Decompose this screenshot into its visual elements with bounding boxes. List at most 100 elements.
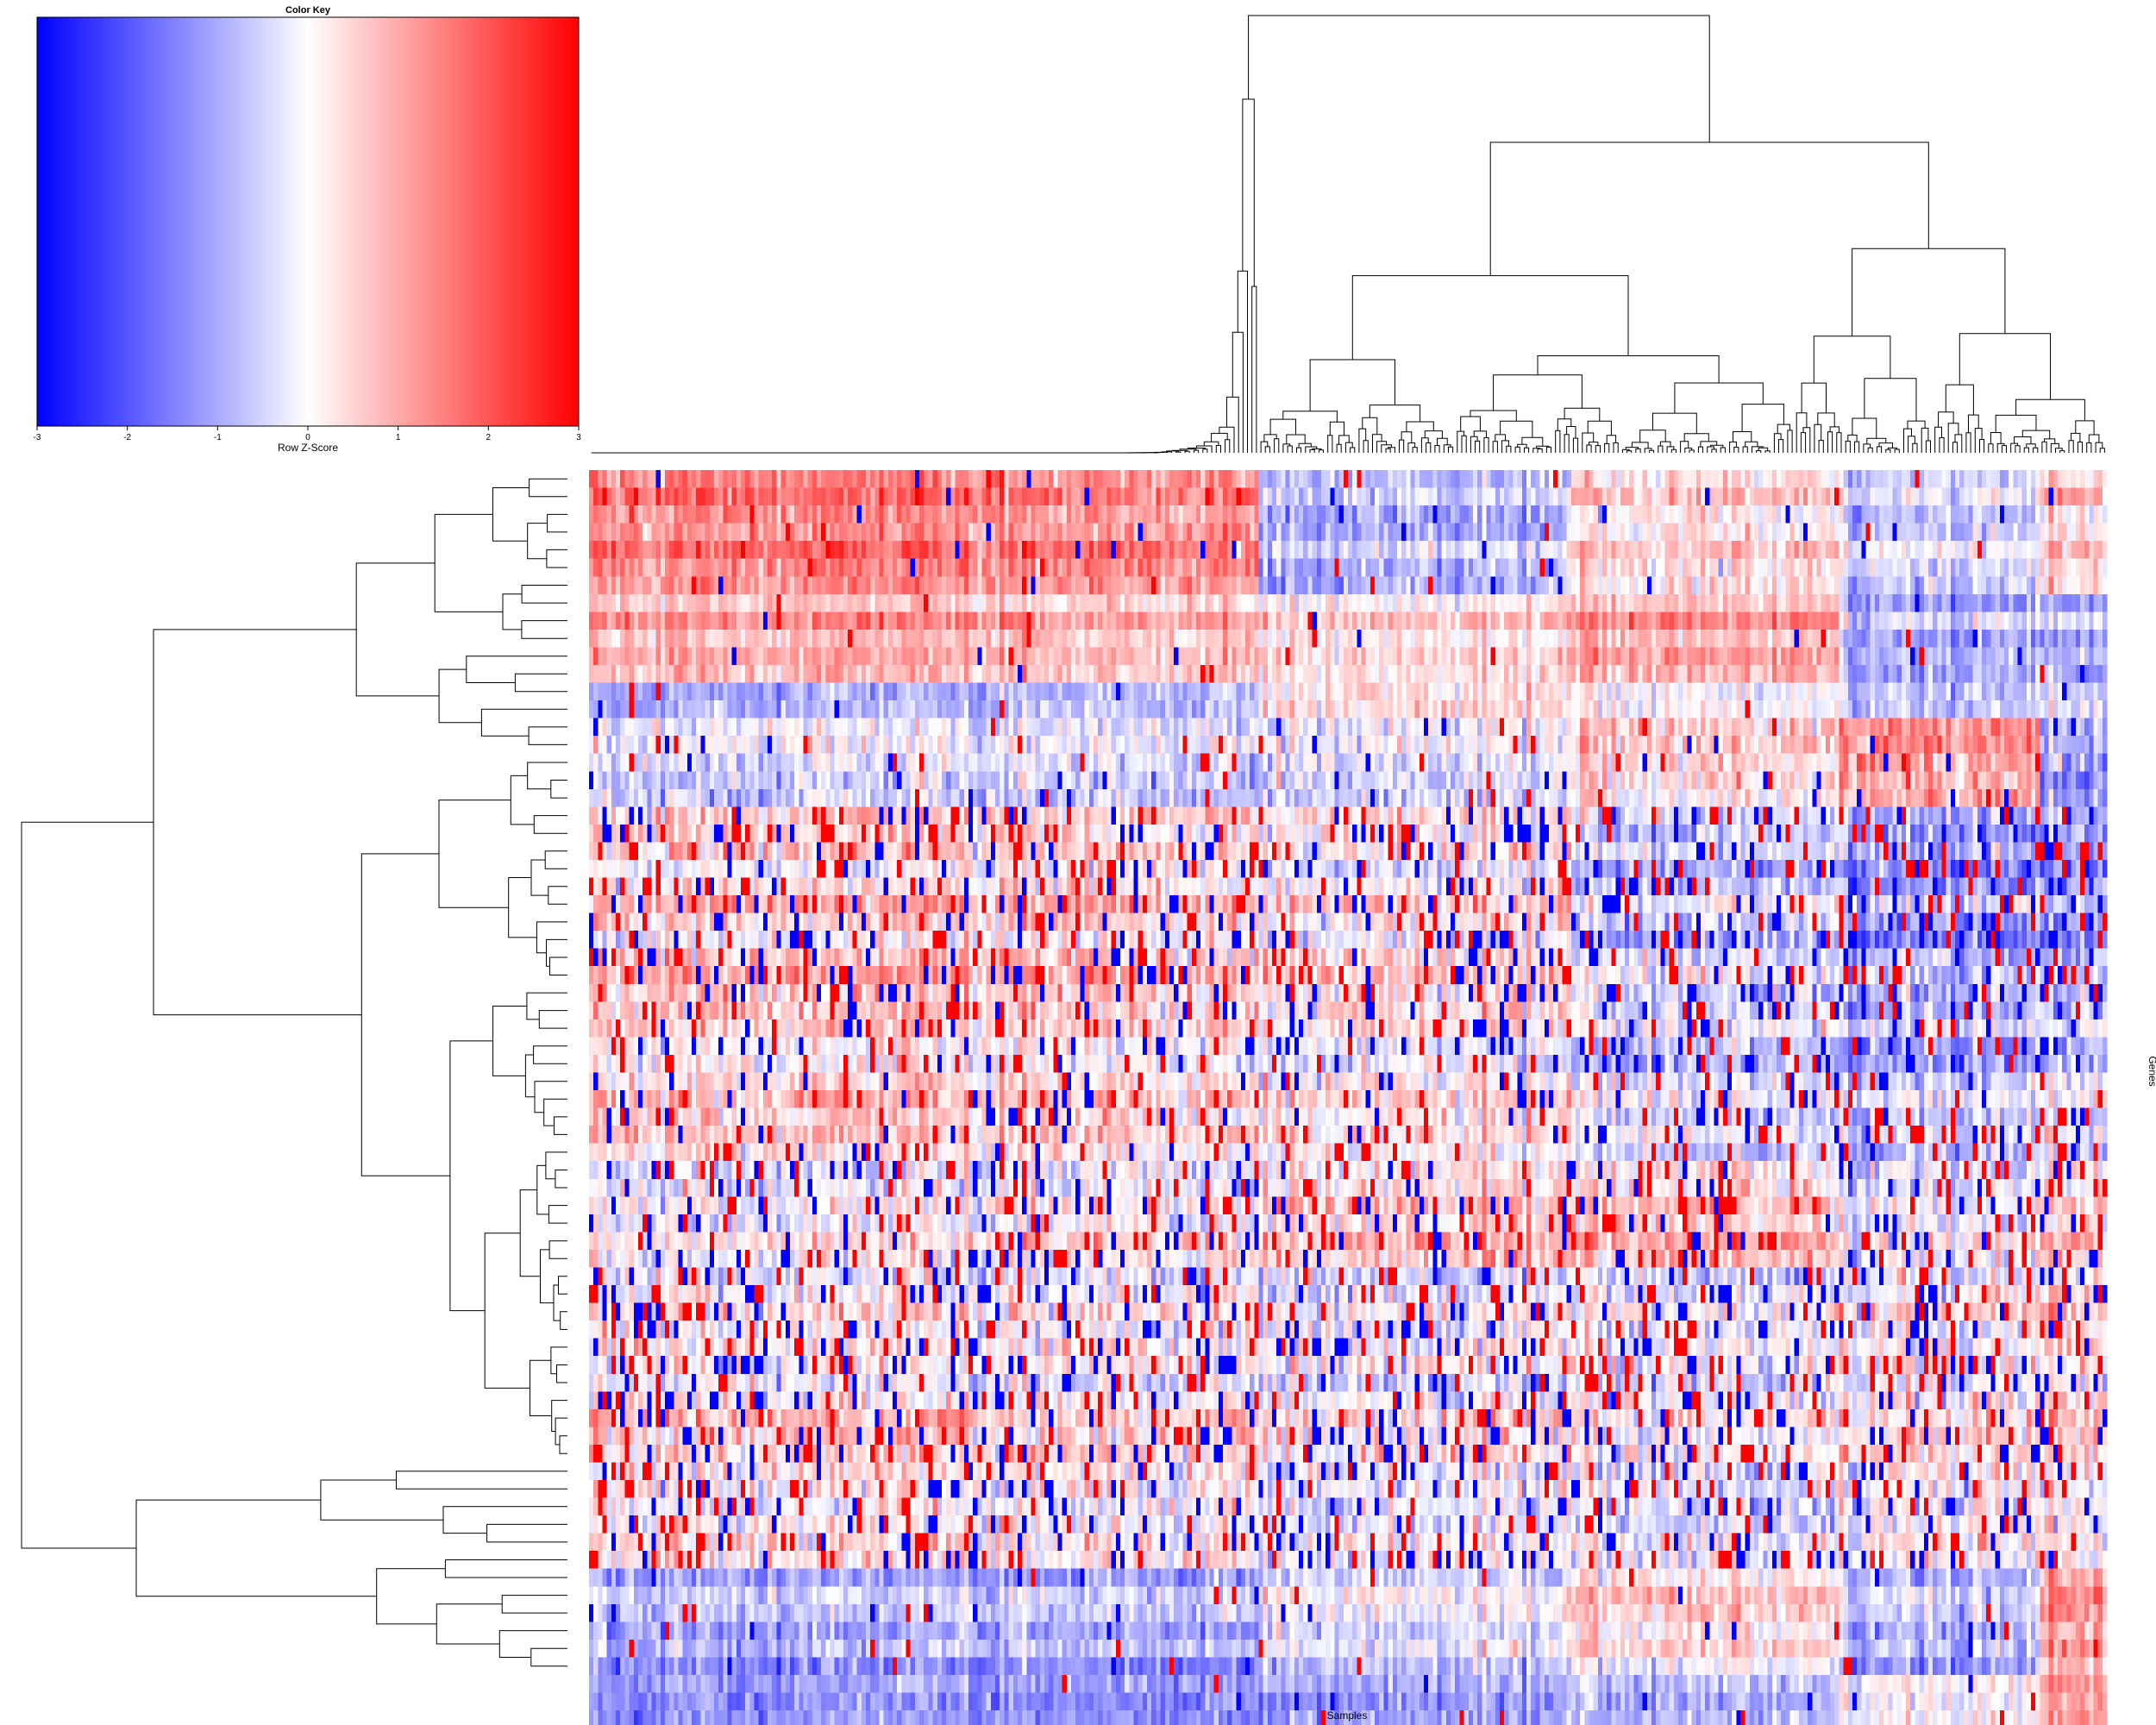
- heatmap-cell: [620, 470, 625, 488]
- heatmap-cell: [655, 700, 661, 719]
- heatmap-cell: [1468, 593, 1474, 612]
- heatmap-cell: [1299, 470, 1304, 488]
- heatmap-cell: [606, 523, 612, 542]
- heatmap-cell: [1611, 664, 1616, 683]
- heatmap-cell: [1196, 487, 1201, 506]
- heatmap-cell: [624, 629, 630, 648]
- heatmap-cell: [1334, 558, 1340, 577]
- heatmap-cell: [772, 647, 777, 666]
- heatmap-cell: [1379, 647, 1384, 666]
- heatmap-cell: [1798, 593, 1804, 612]
- heatmap-cell: [606, 558, 612, 577]
- heatmap-cell: [696, 629, 701, 648]
- heatmap-cell: [637, 505, 643, 524]
- column-dendrogram-branch: [1674, 382, 1764, 414]
- heatmap-cell: [1656, 647, 1661, 666]
- heatmap-cell: [995, 647, 1000, 666]
- heatmap-cell: [1620, 593, 1626, 612]
- heatmap-cell: [1263, 523, 1269, 542]
- heatmap-cell: [2071, 541, 2077, 560]
- heatmap-cell: [1401, 629, 1407, 648]
- heatmap-cell: [1178, 470, 1183, 488]
- heatmap-cell: [651, 523, 657, 542]
- heatmap-cell: [1022, 505, 1027, 524]
- heatmap-cell: [1482, 487, 1487, 506]
- heatmap-cell: [834, 470, 840, 488]
- heatmap-cell: [1289, 593, 1295, 612]
- heatmap-cell: [874, 612, 880, 630]
- heatmap-cell: [861, 558, 867, 577]
- heatmap-cell: [1687, 647, 1692, 666]
- heatmap-cell: [1607, 558, 1612, 577]
- heatmap-cell: [1272, 505, 1277, 524]
- heatmap-cell: [727, 576, 733, 595]
- heatmap-cell: [606, 629, 612, 648]
- heatmap-cell: [1861, 593, 1866, 612]
- heatmap-cell: [1187, 664, 1193, 683]
- column-dendrogram-branch: [1852, 417, 1877, 439]
- heatmap-cell: [1357, 593, 1362, 612]
- heatmap-cell: [1482, 593, 1487, 612]
- heatmap-cell: [874, 541, 880, 560]
- heatmap-cell: [2044, 647, 2050, 666]
- heatmap-cell: [1049, 682, 1054, 701]
- heatmap-cell: [647, 647, 652, 666]
- heatmap-cell: [642, 593, 648, 612]
- heatmap-cell: [937, 576, 943, 595]
- heatmap-cell: [772, 629, 777, 648]
- heatmap-cell: [1933, 505, 1938, 524]
- heatmap-cell: [995, 523, 1000, 542]
- heatmap-cell: [1839, 629, 1844, 648]
- heatmap-cell: [1749, 505, 1755, 524]
- heatmap-cell: [593, 682, 599, 701]
- heatmap-cell: [1093, 558, 1099, 577]
- heatmap-cell: [1254, 664, 1259, 683]
- heatmap-cell: [963, 664, 969, 683]
- heatmap-cell: [768, 505, 773, 524]
- heatmap-cell: [1326, 629, 1331, 648]
- heatmap-cell: [1133, 629, 1139, 648]
- heatmap-cell: [1071, 593, 1076, 612]
- column-dendrogram-branch: [1866, 437, 1887, 444]
- heatmap-cell: [1781, 487, 1786, 506]
- heatmap-cell: [1919, 629, 1925, 648]
- heatmap-cell: [1718, 523, 1724, 542]
- heatmap-cell: [1299, 558, 1304, 577]
- heatmap-cell: [749, 523, 755, 542]
- heatmap-cell: [723, 664, 728, 683]
- heatmap-cell: [1441, 487, 1447, 506]
- heatmap-cell: [1160, 576, 1166, 595]
- heatmap-cell: [1995, 541, 2001, 560]
- heatmap-cell: [1445, 470, 1451, 488]
- heatmap-cell: [2084, 576, 2090, 595]
- heatmap-cell: [1272, 558, 1277, 577]
- heatmap-cell: [1589, 505, 1595, 524]
- heatmap-cell: [1414, 487, 1420, 506]
- heatmap-cell: [655, 647, 661, 666]
- heatmap-cell: [1597, 541, 1603, 560]
- heatmap-cell: [1472, 664, 1478, 683]
- heatmap-cell: [1950, 470, 1956, 488]
- heatmap-cell: [1463, 505, 1470, 524]
- heatmap-cell: [593, 664, 599, 683]
- heatmap-cell: [1651, 682, 1657, 701]
- heatmap-cell: [709, 629, 715, 648]
- heatmap-cell: [973, 647, 978, 666]
- heatmap-cell: [2093, 629, 2099, 648]
- heatmap-cell: [1320, 593, 1326, 612]
- heatmap-cell: [1424, 541, 1429, 560]
- heatmap-cell: [1870, 541, 1876, 560]
- heatmap-cell: [1396, 470, 1402, 488]
- row-dendrogram-branch: [442, 1506, 567, 1534]
- heatmap-cell: [686, 487, 693, 506]
- heatmap-cell: [1857, 664, 1862, 683]
- heatmap-cell: [1946, 682, 1952, 701]
- heatmap-cell: [785, 487, 791, 506]
- heatmap-cell: [1406, 558, 1411, 577]
- heatmap-cell: [655, 682, 661, 701]
- heatmap-cell: [1218, 523, 1224, 542]
- heatmap-cell: [745, 593, 750, 612]
- heatmap-cell: [1191, 558, 1197, 577]
- heatmap-cell: [1017, 700, 1023, 719]
- column-dendrogram-branch: [1666, 446, 1675, 453]
